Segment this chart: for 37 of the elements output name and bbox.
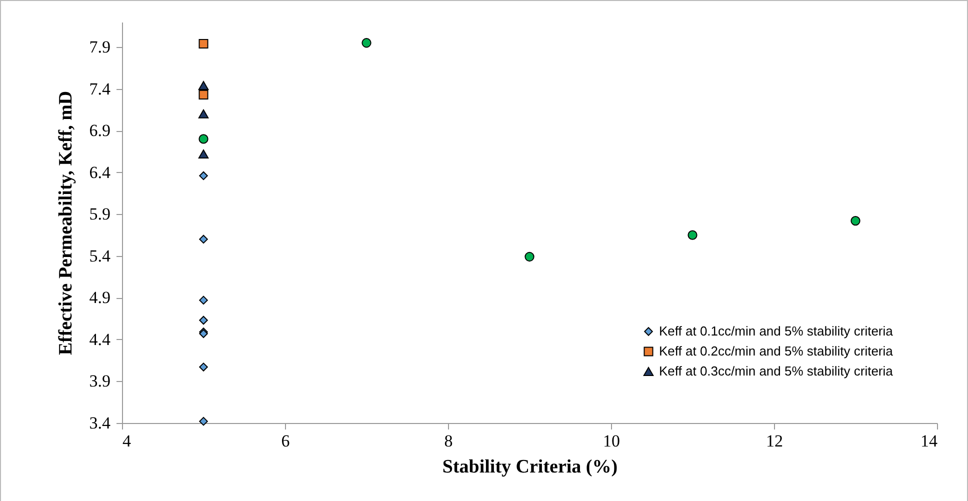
x-tick-label: 8 — [444, 432, 453, 450]
point — [850, 216, 860, 226]
point — [199, 296, 208, 305]
point — [198, 90, 208, 100]
x-tick-label: 14 — [920, 432, 938, 450]
point — [362, 38, 372, 48]
y-tick-label: 7.9 — [89, 38, 110, 57]
y-tick-label: 6.9 — [89, 121, 110, 140]
point — [198, 38, 208, 48]
legend-label: Keff at 0.1cc/min and 5% stability criteria — [659, 324, 894, 338]
point — [199, 416, 208, 426]
point — [199, 362, 208, 372]
y-axis-title: Effective Permeability, Keff, mD — [55, 90, 76, 356]
point — [198, 109, 209, 118]
point — [199, 316, 208, 325]
y-tick-label: 5.4 — [89, 246, 111, 266]
y-tick-label: 4.4 — [89, 330, 111, 349]
y-tick-label: 6.4 — [89, 162, 111, 182]
x-tick-label: 10 — [603, 432, 620, 450]
x-axis-title: Stability Criteria (%) — [442, 456, 618, 478]
legend-label: Keff at 0.2cc/min and 5% stability criteria — [659, 344, 894, 358]
point — [198, 134, 208, 144]
point — [199, 171, 208, 180]
x-tick-label: 12 — [766, 432, 783, 450]
point — [524, 252, 534, 262]
point — [198, 150, 209, 158]
point — [198, 81, 209, 90]
point — [199, 234, 208, 244]
legend-label: Keff at 0.3cc/min and 5% stability criteria — [659, 364, 894, 378]
x-tick-label: 4 — [122, 432, 132, 450]
y-tick-label: 3.9 — [89, 372, 110, 391]
y-tick-label: 7.4 — [89, 79, 111, 98]
point — [688, 230, 698, 240]
y-tick-label: 4.9 — [89, 288, 110, 308]
y-tick-label: 3.4 — [89, 414, 111, 432]
x-tick-label: 6 — [281, 432, 290, 450]
y-tick-label: 5.9 — [89, 204, 110, 224]
